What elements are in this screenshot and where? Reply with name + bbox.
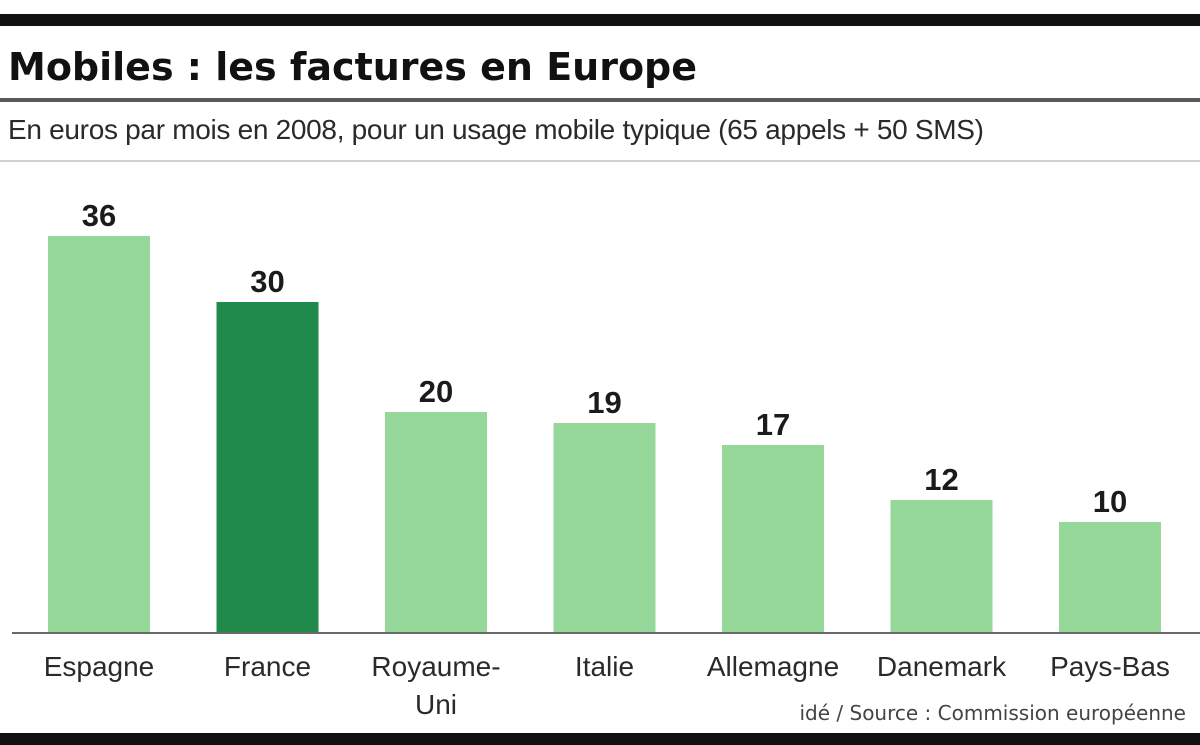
bar-allemagne [722, 445, 824, 632]
category-label-espagne: Espagne [44, 651, 155, 682]
chart-title: Mobiles : les factures en Europe [8, 45, 698, 89]
bar-france [216, 302, 319, 632]
bar-italie [553, 423, 656, 632]
category-label-france: France [224, 651, 311, 682]
title-rule [0, 98, 1200, 102]
category-label-danemark: Danemark [877, 651, 1007, 682]
source-note: idé / Source : Commission européenne [799, 701, 1186, 725]
data-label-france: 30 [250, 264, 284, 299]
data-label-espagne: 36 [82, 198, 116, 233]
category-label-pays-bas: Pays-Bas [1050, 651, 1170, 682]
bar-royaume-uni [385, 412, 487, 632]
bar-danemark [890, 500, 993, 632]
data-label-danemark: 12 [924, 462, 958, 497]
top-rule [0, 14, 1200, 26]
bottom-rule [0, 733, 1200, 745]
data-label-pays-bas: 10 [1093, 484, 1127, 519]
subtitle-rule [0, 160, 1200, 162]
bar-pays-bas [1059, 522, 1161, 632]
data-label-italie: 19 [587, 385, 621, 420]
category-label-italie: Italie [575, 651, 634, 682]
data-label-royaume-uni: 20 [419, 374, 453, 409]
category-label-royaume-uni: Royaume-Uni [371, 651, 500, 720]
bar-chart: 36 Espagne 30 France 20 Royaume-Uni 19 Italie 17… [12, 198, 1200, 720]
bar-espagne [48, 236, 150, 632]
category-label-allemagne: Allemagne [707, 651, 839, 682]
data-label-allemagne: 17 [756, 407, 790, 442]
chart-subtitle: En euros par mois en 2008, pour un usage… [8, 114, 984, 145]
